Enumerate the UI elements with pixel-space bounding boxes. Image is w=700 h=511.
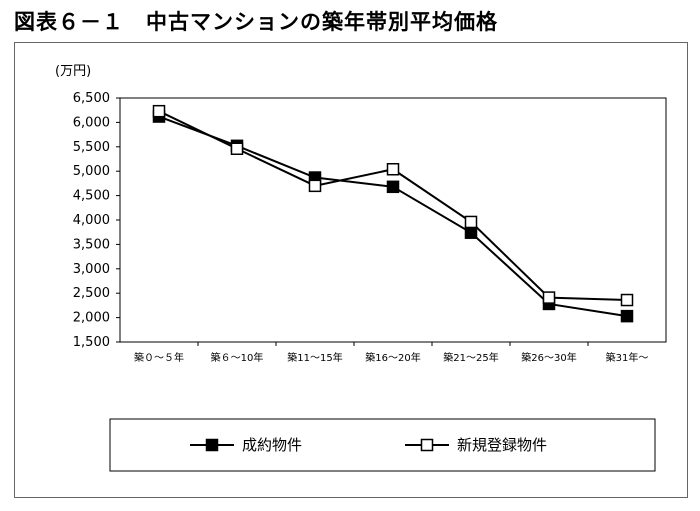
y-tick-label: 2,000 [73,311,110,326]
y-axis-label: (万円) [55,64,91,79]
y-tick-label: 5,000 [73,164,110,179]
x-tick-label: 築16～20年 [365,351,420,364]
data-point [308,179,322,193]
chart-frame: (万円) 1,500 2,000 2,500 3,000 3,500 4,000 4,500… [14,42,688,498]
data-point [386,162,400,176]
series-line [158,115,628,318]
line-chart: (万円) 1,500 2,000 2,500 3,000 3,500 4,000 4,500… [55,64,667,472]
y-tick-label: 6,000 [73,115,110,130]
y-tick-label: 5,500 [73,140,110,155]
series-layer [152,104,634,323]
data-point [464,215,478,229]
x-axis-ticks: 築０～５年 築６～10年 築11～15年 築16～20年 築21～25年 築26～30年 築… [134,342,648,364]
y-tick-label: 2,500 [73,286,110,301]
plot-area [119,97,667,343]
x-tick-label: 築６～10年 [211,351,264,364]
data-point [620,309,634,323]
data-point [230,142,244,156]
data-point [152,104,166,118]
x-tick-label: 築21～25年 [443,351,498,364]
legend-marker [205,438,219,452]
legend: 成約物件 新規登録物件 [190,436,547,454]
x-tick-label: 築31年～ [606,351,649,364]
y-axis-ticks: 1,500 2,000 2,500 3,000 3,500 4,000 4,500 5,000… [73,91,120,350]
data-point [464,226,478,239]
data-point [542,291,556,304]
legend-label: 新規登録物件 [457,436,547,454]
y-tick-label: 3,000 [73,262,110,277]
x-tick-label: 築11～15年 [287,351,342,364]
data-point [386,180,400,194]
y-tick-label: 1,500 [73,335,110,350]
y-tick-label: 6,500 [73,91,110,106]
legend-label: 成約物件 [242,436,302,454]
y-tick-label: 4,500 [73,189,110,204]
x-tick-label: 築26～30年 [521,351,576,364]
series-line [158,110,628,302]
data-point [620,293,634,307]
figure-title: 図表６－１ 中古マンションの築年帯別平均価格 [14,10,498,34]
legend-marker [420,438,434,452]
x-tick-label: 築０～５年 [134,351,184,364]
y-tick-label: 4,000 [73,213,110,228]
y-tick-label: 3,500 [73,237,110,252]
